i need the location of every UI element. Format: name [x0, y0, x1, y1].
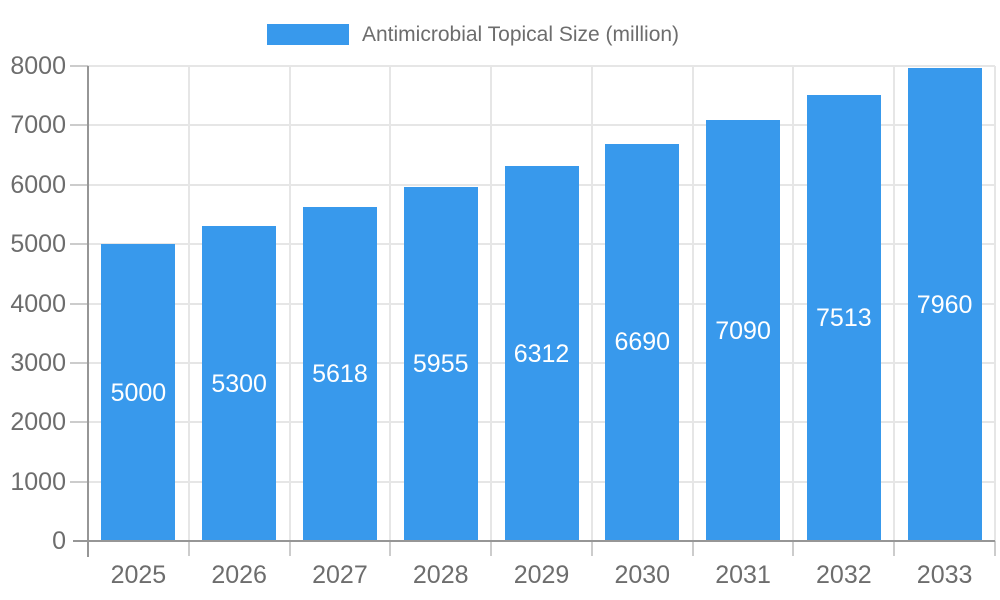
x-axis-tick — [490, 541, 493, 556]
x-axis-tick — [389, 541, 392, 556]
x-axis-label: 2025 — [110, 561, 167, 589]
x-axis-label: 2033 — [916, 561, 973, 589]
y-axis-tick — [70, 183, 88, 186]
y-axis-label: 6000 — [10, 170, 66, 199]
bar — [403, 187, 478, 541]
x-gridline — [389, 66, 392, 541]
x-axis-tick — [187, 541, 190, 556]
y-axis-tick — [70, 302, 88, 305]
y-axis-tick — [70, 65, 88, 67]
bar — [202, 226, 277, 541]
bar-value-label: 5955 — [412, 350, 469, 379]
x-axis-line — [73, 540, 995, 542]
y-axis-label: 8000 — [10, 52, 66, 80]
bar-value-label: 5618 — [312, 360, 368, 389]
bar — [907, 68, 982, 541]
legend-swatch — [267, 24, 349, 45]
y-axis-label: 3000 — [10, 348, 66, 377]
y-axis-tick — [70, 421, 88, 424]
x-axis-label: 2032 — [816, 561, 872, 589]
x-axis-label: 2027 — [312, 561, 368, 589]
bar — [706, 120, 781, 541]
x-axis-label: 2028 — [412, 561, 469, 589]
bar-value-label: 7090 — [715, 316, 771, 345]
x-axis-tick — [590, 541, 593, 556]
x-axis-label: 2030 — [614, 561, 671, 589]
plot-area: 0 1000 2000 3000 4000 5000 6000 7000 8000 5000 202… — [10, 53, 996, 588]
legend-label: Antimicrobial Topical Size (million) — [362, 23, 680, 46]
x-gridline — [288, 66, 291, 541]
y-axis-tick — [70, 480, 88, 483]
bar-value-label: 6690 — [614, 328, 671, 357]
x-gridline — [691, 66, 694, 541]
y-axis-label: 2000 — [10, 408, 66, 437]
x-axis-tick — [994, 541, 996, 556]
y-axis-tick — [70, 124, 88, 127]
bar-value-label: 7960 — [916, 290, 973, 319]
bar-value-label: 6312 — [513, 339, 570, 368]
y-axis-label: 0 — [52, 527, 66, 555]
bar-value-label: 5300 — [211, 369, 267, 398]
y-gridline — [88, 65, 995, 67]
x-axis-tick — [893, 541, 896, 556]
y-axis-label: 1000 — [10, 467, 66, 496]
y-axis-tick — [70, 243, 88, 246]
y-axis-label: 4000 — [10, 289, 66, 318]
legend-item[interactable]: Antimicrobial Topical Size (million) — [267, 21, 679, 48]
x-axis-label: 2031 — [715, 561, 771, 589]
x-gridline — [187, 66, 190, 541]
y-axis-label: 7000 — [10, 111, 66, 140]
x-gridline — [590, 66, 593, 541]
x-gridline — [994, 66, 996, 541]
x-axis-label: 2029 — [513, 561, 570, 589]
x-axis-label: 2026 — [211, 561, 267, 589]
bar — [302, 207, 377, 541]
bar-value-label: 5000 — [110, 378, 167, 407]
y-gridline — [88, 124, 995, 127]
y-axis-tick — [70, 361, 88, 364]
x-gridline — [490, 66, 493, 541]
y-axis-label: 5000 — [10, 230, 66, 259]
bar — [101, 244, 176, 541]
x-gridline — [792, 66, 795, 541]
x-axis-tick — [792, 541, 795, 556]
bar — [605, 143, 680, 541]
x-axis-tick — [288, 541, 291, 556]
x-axis-tick — [691, 541, 694, 556]
y-axis-line — [87, 66, 89, 557]
bar — [806, 94, 881, 541]
bar-value-label: 7513 — [816, 303, 872, 332]
x-gridline — [893, 66, 896, 541]
bar — [504, 166, 579, 541]
